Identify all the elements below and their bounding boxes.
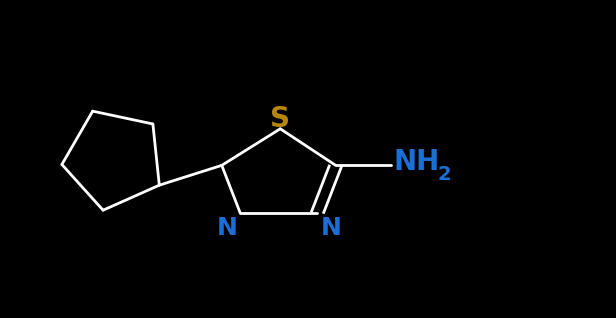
- Text: N: N: [320, 216, 341, 240]
- Text: N: N: [216, 216, 237, 240]
- Text: NH: NH: [393, 148, 439, 176]
- Text: 2: 2: [437, 165, 451, 184]
- Text: S: S: [270, 105, 290, 133]
